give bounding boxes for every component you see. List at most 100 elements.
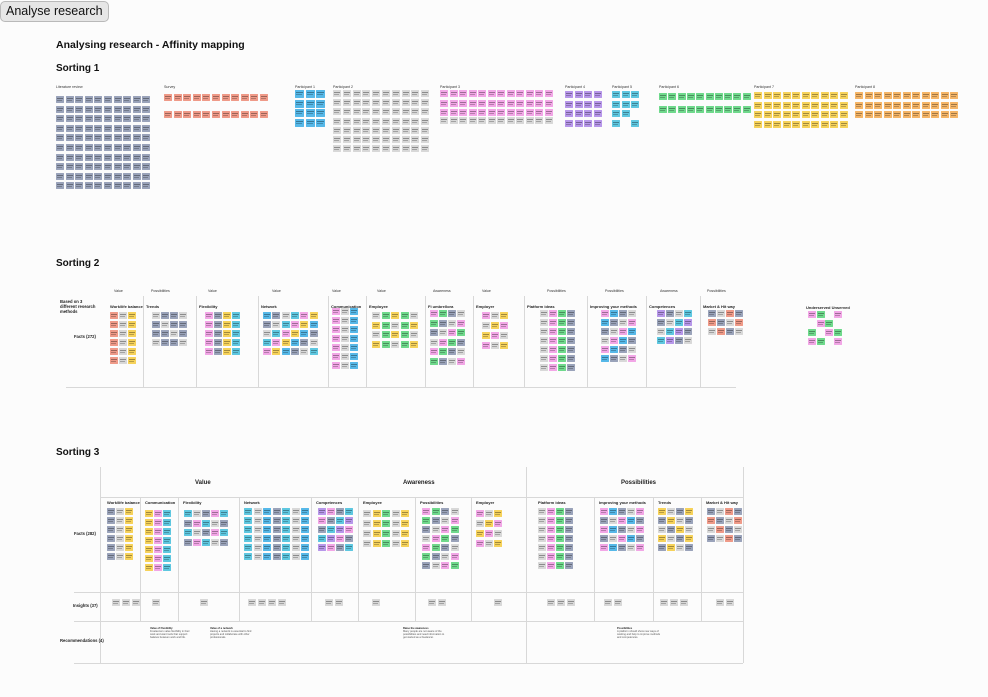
sticky-note [820,111,829,118]
sticky-note [295,109,304,117]
sticky-note [627,544,635,551]
sticky-note [659,106,667,113]
sticky-note [132,124,141,132]
sticky-note [290,330,299,337]
sticky-note [401,520,409,527]
sticky-note [708,310,716,317]
sticky-note [782,111,791,118]
sticky-note [327,535,335,542]
sticky-note [119,330,127,337]
sticky-note [627,517,635,524]
sticky-note [125,517,133,524]
sticky-note [123,182,132,190]
sticky-note [457,319,465,327]
sorting2-top-label: Value [482,289,491,293]
sticky-note [410,331,418,338]
sticky-note [411,108,420,116]
sticky-note [792,120,800,128]
sticky-note [811,120,819,128]
sticky-note [309,339,318,346]
sticky-note [295,90,304,98]
sticky-note [874,111,882,118]
sticky-note [893,111,901,118]
sticky-note [154,555,162,562]
sticky-note [123,105,132,113]
sticky-note [449,90,458,97]
sticky-note [782,92,791,99]
sticky-note [372,340,380,348]
sticky-note [610,346,618,353]
sticky-note [382,126,390,134]
sticky-note [372,510,381,517]
sticky-note [84,172,93,180]
sticky-note [94,105,103,113]
sticky-note [733,106,742,113]
sticky-note [430,338,438,346]
sticky-note [152,599,160,606]
sticky-note [401,117,410,125]
sorting2-column-title: Improving your methods [590,304,637,309]
sticky-note [333,145,341,153]
sticky-note [391,145,400,153]
sticky-note [333,126,341,134]
sticky-note [833,329,842,336]
sticky-note [864,111,873,118]
sticky-note [341,308,349,315]
sticky-note [145,510,153,517]
sticky-note [540,328,548,335]
sticky-note [556,544,564,551]
sorting3-column-divider [653,497,654,621]
sticky-note [125,544,133,551]
sticky-note [142,172,151,180]
sticky-note [618,544,626,551]
sticky-note [107,535,115,542]
sticky-note [657,310,665,317]
sticky-note [107,508,115,515]
sticky-note [362,136,371,143]
sticky-note [152,330,160,337]
sticky-note [431,526,440,533]
sticky-note [716,517,724,524]
sticky-note [220,519,228,527]
sticky-note [538,508,546,515]
sticky-note [220,538,228,546]
sticky-note [301,508,309,515]
sticky-note [441,562,449,569]
sticky-note [220,529,228,536]
sticky-note [309,348,318,355]
sticky-note [291,535,300,542]
sticky-note [282,526,290,533]
sticky-note [684,310,692,317]
sticky-note [244,508,252,515]
sticky-note [301,553,309,560]
sticky-note [735,310,743,317]
sticky-note [260,94,268,101]
sticky-note [211,510,219,517]
sticky-note [516,117,524,124]
sticky-note [411,126,420,134]
sticky-note [658,544,666,551]
sticky-note [567,310,575,317]
sticky-note [263,508,271,515]
sticky-note [113,153,122,161]
sticky-note [94,172,103,180]
sticky-note [327,544,335,551]
sorting3-title: Sorting 3 [56,447,100,458]
sticky-note [494,599,502,606]
analyse-research-button[interactable]: Analyse research [0,1,109,22]
sticky-note [734,535,742,542]
sticky-note [439,338,447,346]
sticky-note [421,145,430,153]
sticky-note [363,540,371,547]
sticky-note [202,94,211,101]
sticky-note [65,134,74,142]
sticky-note [363,510,371,517]
sticky-note [604,599,612,606]
sticky-note [411,117,420,125]
sticky-note [212,94,220,101]
sticky-note [497,90,505,97]
sticky-note [677,93,686,100]
sticky-note [439,329,447,336]
sticky-note [438,599,446,606]
sticky-note [544,117,553,124]
